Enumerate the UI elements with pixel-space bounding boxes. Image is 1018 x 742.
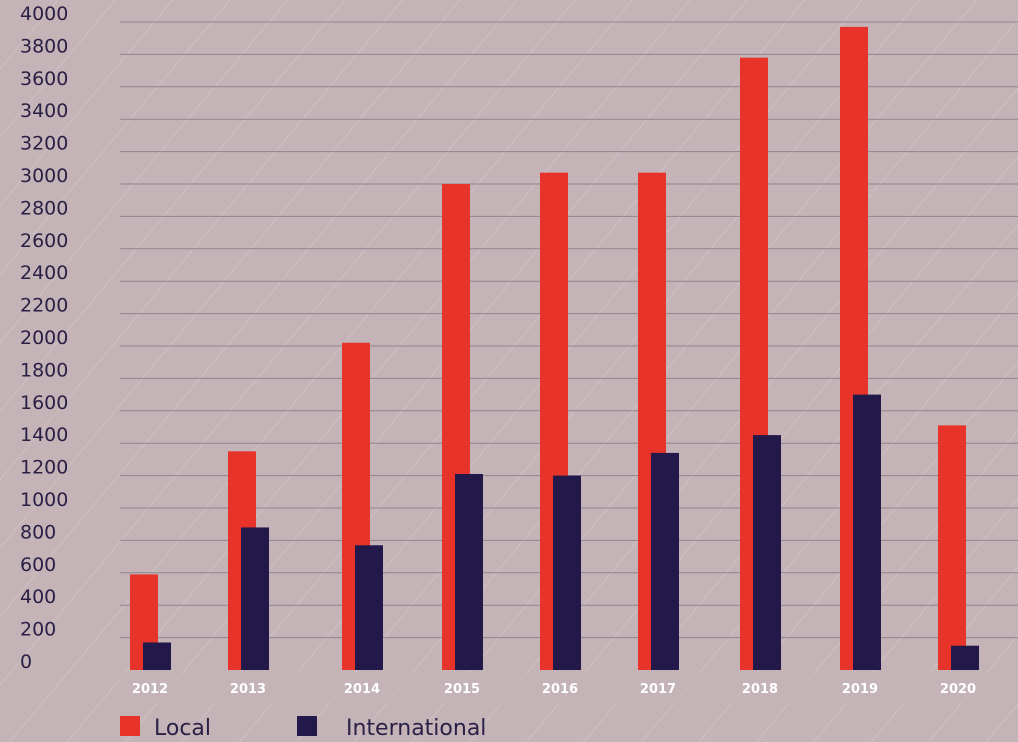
bar-international-2014 <box>355 545 383 670</box>
y-tick-label-2200: 2200 <box>20 295 68 317</box>
y-tick-label-600: 600 <box>20 554 56 576</box>
x-tick-label-2019: 2019 <box>842 682 878 697</box>
bar-local-2020 <box>938 425 966 670</box>
y-tick-label-2600: 2600 <box>20 230 68 252</box>
y-axis-ticks: 0 200 400 600 800 1000 1200 1400 1600 1800 2000 220… <box>20 3 68 673</box>
y-tick-label-1600: 1600 <box>20 392 68 414</box>
x-tick-label-2017: 2017 <box>640 682 676 697</box>
bars <box>130 26 979 671</box>
bar-international-2016 <box>553 475 581 670</box>
y-tick-label-3600: 3600 <box>20 68 68 90</box>
x-tick-label-2016: 2016 <box>542 682 578 697</box>
bar-international-2020 <box>951 645 979 670</box>
y-tick-label-400: 400 <box>20 586 56 608</box>
legend-label-international: International <box>346 716 486 741</box>
y-tick-label-4000: 4000 <box>20 3 68 25</box>
x-tick-label-2013: 2013 <box>230 682 266 697</box>
legend: Local International <box>120 716 486 741</box>
y-tick-label-800: 800 <box>20 521 56 543</box>
x-axis-band <box>120 672 1018 704</box>
x-tick-label-2014: 2014 <box>344 682 380 697</box>
y-tick-label-3800: 3800 <box>20 35 68 57</box>
bar-international-2015 <box>455 473 483 670</box>
y-tick-label-2000: 2000 <box>20 327 68 349</box>
x-tick-label-2020: 2020 <box>940 682 976 697</box>
y-tick-label-1400: 1400 <box>20 424 68 446</box>
x-tick-label-2018: 2018 <box>742 682 778 697</box>
y-tick-label-1200: 1200 <box>20 457 68 479</box>
y-tick-label-1800: 1800 <box>20 359 68 381</box>
y-tick-label-0: 0 <box>20 651 32 673</box>
y-tick-label-2800: 2800 <box>20 197 68 219</box>
legend-swatch-international <box>297 716 317 736</box>
legend-swatch-local <box>120 716 140 736</box>
y-tick-label-1000: 1000 <box>20 489 68 511</box>
bar-international-2017 <box>651 452 679 670</box>
bar-international-2013 <box>241 527 269 670</box>
bar-international-2012 <box>143 642 171 670</box>
bar-international-2019 <box>853 394 881 670</box>
legend-label-local: Local <box>154 716 211 741</box>
y-tick-label-3400: 3400 <box>20 100 68 122</box>
y-tick-label-200: 200 <box>20 619 56 641</box>
x-axis-ticks: 2012 2013 2014 2015 2016 2017 2018 2019 2020 <box>132 682 976 697</box>
x-tick-label-2012: 2012 <box>132 682 168 697</box>
y-tick-label-2400: 2400 <box>20 262 68 284</box>
bar-international-2018 <box>753 435 781 670</box>
x-tick-label-2015: 2015 <box>444 682 480 697</box>
y-tick-label-3200: 3200 <box>20 133 68 155</box>
y-tick-label-3000: 3000 <box>20 165 68 187</box>
